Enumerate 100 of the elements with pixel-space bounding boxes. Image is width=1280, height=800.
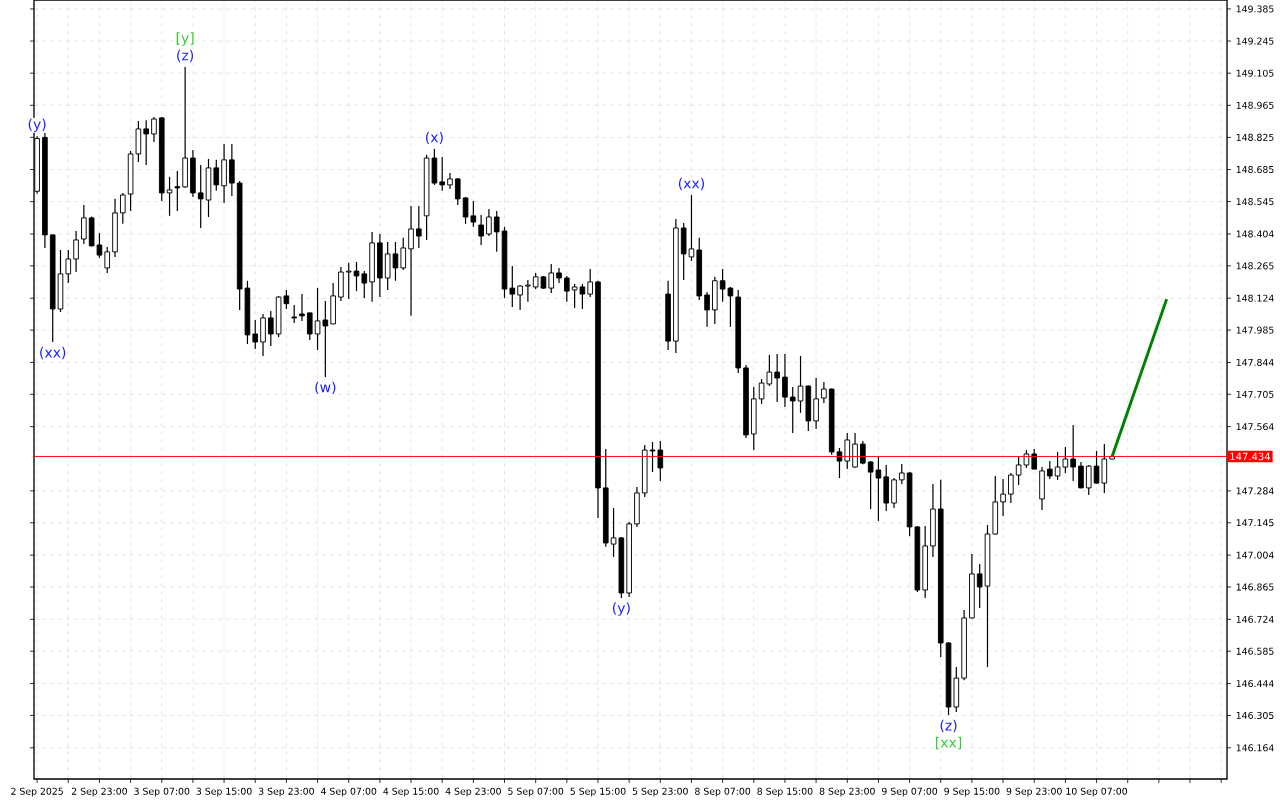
x-tick-label: 3 Sep 23:00 <box>258 787 314 797</box>
candlestick <box>774 353 780 403</box>
candlestick <box>486 208 492 237</box>
y-tick-label: 148.124 <box>1236 294 1274 302</box>
candlestick <box>852 432 858 469</box>
candlestick <box>548 263 555 294</box>
candlestick <box>1000 478 1006 517</box>
x-tick-label: 2 Sep 2025 <box>11 787 63 797</box>
annotation: (x) <box>425 131 443 145</box>
candlestick <box>104 246 111 274</box>
y-tick-label: 147.004 <box>1236 551 1274 559</box>
y-tick-label: 149.245 <box>1236 37 1274 45</box>
y-tick-label: 146.164 <box>1236 744 1274 752</box>
candlestick <box>898 463 905 485</box>
annotation: (w) <box>315 381 336 395</box>
candlestick <box>81 204 87 245</box>
x-tick-label: 5 Sep 07:00 <box>508 787 564 797</box>
x-tick-label: 4 Sep 07:00 <box>320 787 377 797</box>
candlestick <box>1085 464 1092 496</box>
candlestick <box>704 291 710 328</box>
y-tick-label: 147.284 <box>1236 487 1274 495</box>
candlestick <box>439 156 445 192</box>
x-tick-label: 3 Sep 07:00 <box>134 787 190 797</box>
candlestick <box>493 210 500 253</box>
x-tick-label: 4 Sep 23:00 <box>445 787 501 797</box>
candlestick <box>252 319 259 350</box>
annotation: (xx) <box>40 346 66 360</box>
candlestick <box>400 237 407 271</box>
candlestick <box>1070 424 1076 482</box>
candlestick <box>587 268 593 298</box>
candlestick <box>353 261 360 292</box>
annotation: [y] <box>176 32 194 46</box>
candlestick <box>345 262 352 300</box>
x-tick-label: 3 Sep 15:00 <box>196 787 252 797</box>
candlestick <box>517 284 523 311</box>
candlestick <box>1008 472 1014 504</box>
candlestick <box>478 214 484 246</box>
candlestick <box>151 116 157 143</box>
candlestick <box>268 310 274 347</box>
x-tick-label: 8 Sep 07:00 <box>695 787 751 797</box>
y-tick-label: 149.105 <box>1236 69 1274 77</box>
y-tick-label: 148.965 <box>1236 101 1274 109</box>
candlestick <box>229 143 235 197</box>
y-tick-label: 148.265 <box>1236 262 1274 270</box>
y-tick-label: 147.145 <box>1236 519 1274 527</box>
candlestick <box>143 119 149 166</box>
candlestick <box>299 293 305 322</box>
ref-line-label: 147.434 <box>1230 452 1271 461</box>
candlestick <box>361 270 368 299</box>
annotation: (y) <box>28 118 46 133</box>
y-tick-label: 147.564 <box>1236 423 1274 431</box>
x-tick-label: 8 Sep 23:00 <box>819 787 875 797</box>
annotation: (z) <box>940 719 957 733</box>
y-tick-label: 148.825 <box>1236 133 1274 141</box>
x-tick-label: 2 Sep 23:00 <box>71 787 127 797</box>
candlestick <box>525 279 531 303</box>
y-tick-label: 146.305 <box>1236 711 1274 719</box>
x-tick-label: 5 Sep 15:00 <box>570 787 626 797</box>
y-tick-label: 147.985 <box>1236 326 1274 334</box>
annotation: (y) <box>612 602 630 616</box>
candlestick <box>1078 461 1084 489</box>
y-tick-label: 146.865 <box>1236 583 1274 591</box>
candlestick <box>821 381 827 404</box>
candlestick <box>174 170 181 212</box>
candlestick <box>197 164 204 229</box>
x-tick-label: 5 Sep 23:00 <box>632 787 688 797</box>
y-tick-label: 148.404 <box>1236 230 1274 238</box>
y-tick-label: 147.844 <box>1236 358 1274 366</box>
x-tick-label: 8 Sep 15:00 <box>757 787 813 797</box>
candlestick <box>166 176 173 217</box>
y-tick-label: 149.385 <box>1236 5 1274 13</box>
annotation: (z) <box>177 49 194 63</box>
x-tick-label: 9 Sep 07:00 <box>881 787 938 797</box>
y-tick-label: 147.705 <box>1236 390 1274 398</box>
candlestick <box>844 432 851 470</box>
annotation: [xx] <box>935 736 962 750</box>
y-tick-label: 146.444 <box>1236 680 1274 688</box>
y-tick-label: 146.724 <box>1236 615 1274 623</box>
y-tick-label: 146.585 <box>1236 647 1274 655</box>
candlestick <box>306 312 313 341</box>
candlestick <box>813 377 819 430</box>
candlestick <box>213 159 220 192</box>
x-tick-label: 4 Sep 15:00 <box>383 787 439 797</box>
y-tick-label: 148.545 <box>1236 198 1274 206</box>
candlestick <box>564 275 570 303</box>
candlestick <box>120 192 126 225</box>
annotation: (xx) <box>678 177 705 191</box>
candlestick <box>416 205 422 249</box>
candlestick <box>782 353 788 408</box>
x-tick-label: 9 Sep 15:00 <box>944 787 1000 797</box>
y-tick-label: 148.685 <box>1236 165 1274 174</box>
candlestick <box>65 249 72 284</box>
x-tick-label: 10 Sep 07:00 <box>1066 787 1128 797</box>
candlestick <box>1031 448 1038 470</box>
candlestick <box>454 177 461 206</box>
candlestick <box>891 477 897 509</box>
candlestick <box>73 230 79 273</box>
candlestick <box>789 386 796 434</box>
x-tick-label: 9 Sep 23:00 <box>1006 787 1062 797</box>
candlestick <box>408 205 414 317</box>
